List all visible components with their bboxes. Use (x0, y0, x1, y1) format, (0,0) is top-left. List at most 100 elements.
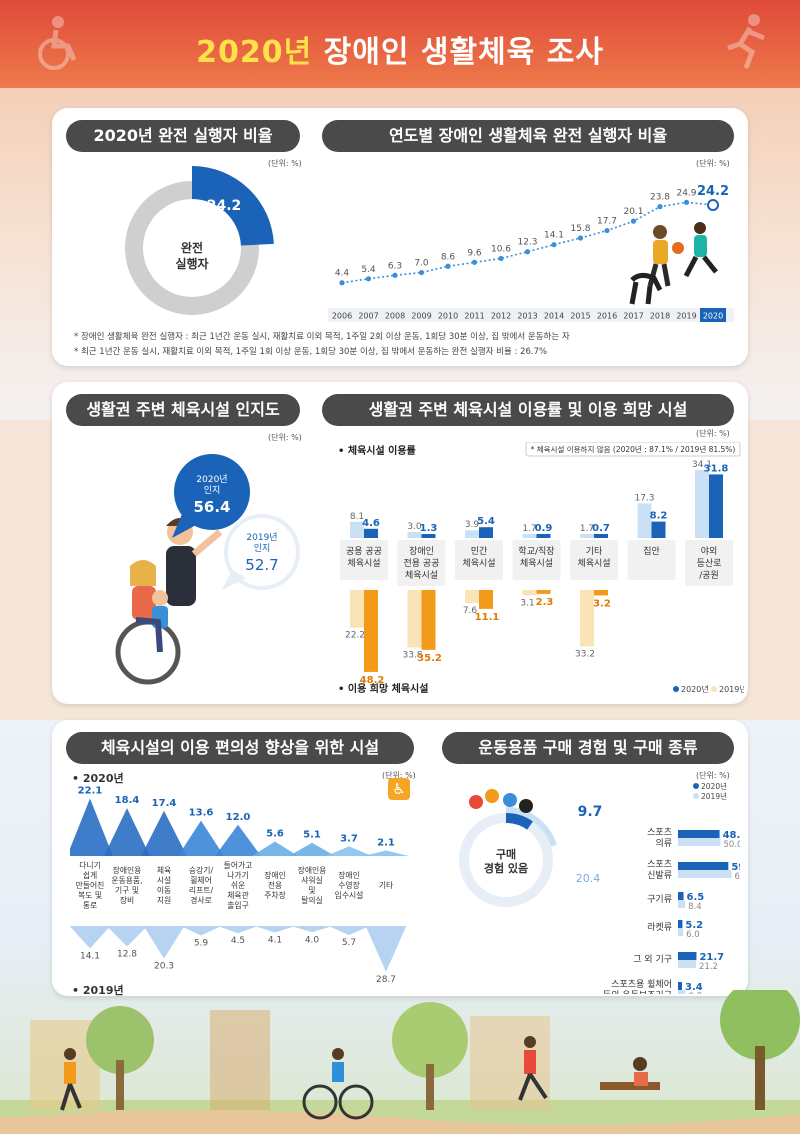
category-box (627, 540, 676, 580)
hope-bar-2019 (522, 590, 537, 596)
category-label: 체육시설 (462, 558, 495, 569)
valley-2019 (106, 926, 148, 947)
usage-bar-2020 (421, 534, 436, 538)
x-tick-label: 2013 (517, 312, 537, 321)
category-band (70, 856, 414, 924)
section-title: 2020년 완전 실행자 비율 (66, 120, 300, 152)
hope-bar-2019 (350, 590, 364, 628)
experience-value-2019: 20.4 (576, 872, 601, 885)
experience-center-label: 구매 (496, 847, 516, 861)
legend-swatch-2020 (693, 783, 699, 789)
category-label: 야외 (701, 545, 718, 557)
purchase-bar-2020 (678, 830, 720, 838)
line-point (657, 204, 663, 210)
purchase-bar-2019 (678, 960, 697, 968)
peak-2020 (289, 842, 335, 856)
legend-2020: 2020년 (681, 684, 709, 694)
convenience-category-label: 시설 (157, 875, 171, 885)
convenience-category-label: 쉬운 (231, 881, 245, 890)
peak-2020-value: 12.0 (226, 812, 251, 823)
yearly-line-chart: 4.4 2006 5.4 2007 6.3 2008 7.0 2009 8.6 2010 9.6 20… (328, 184, 734, 322)
participation-donut: 24.2 완전 실행자 (125, 166, 274, 315)
usage-value-2019: 17.3 (634, 493, 654, 503)
unit-label: (단위: %) (268, 433, 302, 442)
peak-2020-value: 17.4 (152, 798, 177, 809)
usage-value-2019: 3.0 (407, 522, 422, 532)
unit-label: (단위: %) (268, 159, 302, 168)
x-tick-highlight (700, 308, 726, 322)
valley-2019-value: 4.0 (305, 935, 320, 945)
bubble-2019-label: 2019년 (246, 532, 277, 543)
convenience-category-label: 출입구 (227, 900, 249, 910)
convenience-category-label: 장애인 (338, 870, 360, 880)
peak-2020-value: 22.1 (78, 786, 103, 797)
purchase-value-2020: 5.2 (685, 920, 703, 931)
section-title: 생활권 주변 체육시설 인지도 (66, 394, 300, 426)
sports-ball-icon (503, 793, 517, 807)
x-tick-label: 2008 (385, 312, 405, 321)
hope-value-2019: 3.1 (520, 598, 534, 608)
valley-2019-value: 4.5 (231, 936, 245, 946)
category-label: 집안 (643, 545, 660, 557)
purchase-value-2019: 8.4 (688, 902, 702, 912)
line-point (471, 259, 478, 265)
unit-label: (단위: %) (696, 771, 730, 780)
legend-swatch-2019 (711, 686, 717, 692)
purchase-category-label: 신발류 (647, 870, 672, 881)
donut-slice-2020 (192, 166, 274, 246)
category-box (570, 540, 618, 580)
bubble-2019 (224, 514, 300, 590)
category-box (340, 540, 388, 580)
valley-2019 (254, 926, 296, 933)
usage-bar-2019 (350, 521, 364, 538)
category-box (397, 540, 446, 586)
experience-arc-2019 (505, 807, 557, 847)
convenience-category-label: 만들어진 (76, 880, 105, 890)
convenience-category-label: 경사로 (190, 895, 212, 905)
sports-ball-icon (519, 799, 533, 813)
purchase-bar-2019 (678, 928, 684, 936)
x-tick-label: 2009 (411, 312, 431, 321)
category-label: 체육시설 (347, 558, 380, 569)
convenience-category-label: 리프트/ (189, 886, 214, 895)
experience-center-label: 경험 있음 (484, 861, 528, 875)
valley-2019 (291, 926, 333, 933)
category-box (512, 540, 561, 580)
line-value-label: 23.8 (650, 193, 670, 203)
bubble-2019-value: 52.7 (245, 556, 278, 574)
hope-bar-2019 (580, 590, 594, 647)
category-label: 공용 공공 (346, 546, 382, 557)
valley-2019 (180, 926, 222, 936)
purchase-category-label: 스포츠 (647, 827, 672, 838)
valley-2019-value: 14.1 (80, 952, 100, 962)
hope-bar-2020 (479, 590, 493, 609)
usage-bar-2020 (364, 528, 378, 538)
legend-swatch-2020 (673, 686, 679, 692)
line-point (339, 280, 345, 286)
purchase-bar-2019 (678, 990, 686, 994)
usage-bar-2019 (522, 534, 537, 538)
purchase-value-2019: 62.9 (734, 872, 740, 882)
hope-bar-2019 (407, 590, 422, 648)
bubble-2020-value: 56.4 (193, 498, 230, 516)
legend-swatch-2019 (693, 793, 699, 799)
valley-2019 (70, 926, 111, 949)
x-tick-label: 2014 (544, 312, 564, 321)
purchase-value-2019: 50.0 (724, 840, 741, 850)
convenience-category-label: 통로 (83, 901, 97, 910)
usage-bar-2020 (536, 534, 551, 538)
convenience-category-label: 장비 (120, 895, 134, 905)
peak-2020 (363, 850, 409, 856)
usage-bar-2019 (465, 530, 479, 538)
convenience-category-label: 장애인 (264, 870, 286, 880)
valley-2019 (365, 926, 407, 972)
usage-value-2019: 1.7 (522, 524, 536, 534)
purchase-value-2019: 8.7 (688, 992, 702, 994)
usage-value-2019: 1.7 (580, 524, 594, 534)
card-facilities: 생활권 주변 체육시설 인지도 생활권 주변 체육시설 이용률 및 이용 희망 … (52, 382, 748, 704)
line-value-label: 24.2 (697, 184, 729, 199)
line-point (577, 235, 584, 241)
page-title: 2020년 장애인 생활체육 조사 (196, 35, 604, 70)
hope-label: • 이용 희망 체육시설 (338, 682, 428, 695)
